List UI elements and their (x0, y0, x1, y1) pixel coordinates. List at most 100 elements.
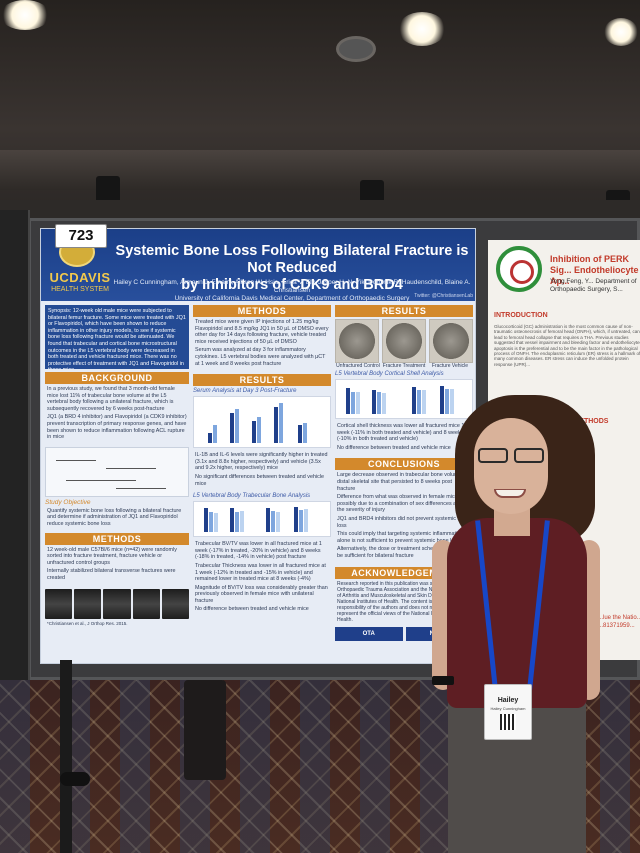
conclusions-heading: CONCLUSIONS (335, 458, 473, 471)
ucdavis-logo: UCDAVIS HEALTH SYSTEM (45, 237, 113, 297)
university-seal-icon (496, 246, 542, 292)
chart-bar (417, 390, 421, 414)
poster-title: Systemic Bone Loss Following Bilateral F… (113, 243, 471, 294)
background-body: In a previous study, we found that 3 mon… (45, 384, 189, 445)
chart-bar (298, 425, 302, 444)
background-heading: BACKGROUND (45, 372, 189, 384)
author-list: Hailey C Cunningham, Armaun J. Emami, Al… (113, 279, 471, 294)
chart-bar (274, 407, 278, 444)
face (474, 418, 548, 514)
results-point: Trabecular Thickness was lower in all fr… (195, 562, 326, 583)
bone-image (382, 319, 426, 363)
ceiling-vent (336, 36, 376, 62)
poster-number-tag: 723 (55, 224, 107, 248)
conclusion-point: Alternatively, the dose or treatment sch… (337, 546, 464, 559)
synopsis: Synopsis: 12-week old male mice were sub… (45, 305, 189, 369)
adjacent-footer: ...lue the Natio... ...81371959... (598, 615, 640, 629)
chart-bar (351, 392, 355, 414)
conclusion-point: Difference from what was observed in fem… (337, 494, 463, 514)
results-point: IL-1B and IL-6 levels were significantly… (195, 452, 328, 472)
bone-images (335, 319, 473, 363)
methods-heading: METHODS (45, 532, 189, 545)
xray-caption: *Christiansen et al., J Orthop Res. 2015… (47, 620, 128, 626)
conclusion-point: This could imply that targeting systemic… (337, 531, 464, 544)
chart-bar (208, 433, 212, 444)
chart-bar (377, 392, 381, 414)
results2-body: Cortical shell thickness was lower all f… (335, 421, 473, 455)
methods2-heading: METHODS (193, 305, 331, 317)
chart-bar (230, 508, 234, 533)
watch-icon (432, 676, 454, 685)
results-point: No difference between treated and vehicl… (337, 444, 451, 451)
affiliation: University of California Davis Medical C… (174, 295, 410, 302)
results-point: Magnitude of BV/TV loss was considerably… (195, 584, 328, 604)
chart-bar (412, 387, 416, 414)
cortical-chart (335, 379, 473, 419)
results-point: Trabecular BV/TV was lower in all fractu… (195, 541, 322, 561)
chart-bar (372, 390, 376, 414)
results-heading: RESULTS (193, 374, 331, 387)
pathway-diagram (45, 446, 189, 497)
badge-full-name: Hailey Cunningham (490, 706, 526, 711)
cortical-chart-title: L5 Vertebral Body Cortical Shell Analysi… (335, 371, 444, 377)
bone-label: Unfractured Control (336, 363, 380, 369)
stand-leg (60, 660, 72, 853)
bone-labels: Unfractured Control Fracture Treatment F… (335, 363, 473, 369)
conclusion-point: Large decrease observed in trabecular bo… (337, 472, 468, 492)
background-point: JQ1 (a BRD 4 inhibitor) and Flavopiridol… (47, 414, 187, 441)
poster-column-3: RESULTS Unfractured Control Fracture Tre… (335, 305, 473, 661)
chart-bar (209, 512, 213, 533)
qr-code-icon (500, 714, 516, 730)
chart-bar (382, 393, 386, 414)
methods-point: Treated mice were given IP injections of… (195, 319, 329, 345)
bone-label: Fracture Vehicle (431, 363, 469, 369)
poster-column-1: Synopsis: 12-week old male mice were sub… (45, 305, 190, 661)
objective-body: Quantify systemic bone loss following a … (47, 507, 182, 527)
chart-bar (230, 413, 234, 444)
chart-bar (299, 510, 303, 533)
methods-point: Internally stabilized bilateral transver… (47, 568, 176, 581)
methods-point: 12 week-old male C57Bl/6 mice (n=42) wer… (47, 546, 177, 566)
objective-title: Study Objective (45, 498, 91, 506)
chart-bar (445, 389, 449, 414)
poster-column-2: METHODS Treated mice were given IP injec… (193, 305, 331, 661)
poster-title-line1: Systemic Bone Loss Following Bilateral F… (115, 243, 469, 276)
xray-image (103, 588, 131, 619)
chart-bar (303, 423, 307, 444)
lens (478, 448, 508, 463)
bone-image (429, 319, 473, 363)
xray-images (45, 588, 190, 619)
chart-bar (346, 388, 350, 414)
research-poster: UCDAVIS HEALTH SYSTEM Systemic Bone Loss… (40, 228, 476, 664)
results-body-2: Trabecular BV/TV was lower in all fractu… (193, 539, 331, 617)
bone-image (335, 319, 379, 363)
chart-bar (304, 509, 308, 533)
poster-header: UCDAVIS HEALTH SYSTEM Systemic Bone Loss… (41, 229, 475, 303)
chart-bar (252, 421, 256, 444)
trabecular-chart-title: L5 Vertebral Body Trabecular Bone Analys… (193, 493, 311, 500)
chart-bar (440, 386, 444, 414)
methods-body: 12 week-old male C57Bl/6 mice (n=42) wer… (45, 545, 189, 586)
xray-image (45, 588, 73, 619)
shoe (60, 772, 90, 786)
adjacent-intro-text: Glucocorticoid (GC) administration is th… (494, 324, 640, 367)
chart-bar (266, 508, 270, 533)
badge-first-name: Hailey (497, 697, 519, 704)
chart-bar (422, 390, 426, 414)
chart-bar (204, 508, 208, 533)
ceiling-light (0, 0, 50, 30)
chart-bar (235, 409, 239, 444)
results-body: IL-1B and IL-6 levels were significantly… (193, 450, 331, 491)
methods-point: Serum was analyzed at day 3 for inflamma… (195, 347, 326, 367)
poster-authors: Hailey C Cunningham, Armaun J. Emami, Al… (113, 279, 471, 303)
conclusion-point: JQ1 and BRD4 inhibitors did not prevent … (337, 515, 470, 529)
methods2-body: Treated mice were given IP injections of… (193, 317, 331, 371)
results2-heading: RESULTS (335, 305, 473, 317)
lens (514, 448, 544, 463)
chart-bar (356, 392, 360, 414)
chart-bar (279, 403, 283, 444)
ceiling-light (604, 18, 638, 46)
twitter-handle: Twitter: @ChristiansenLab (414, 293, 473, 299)
xray-image (74, 588, 102, 619)
